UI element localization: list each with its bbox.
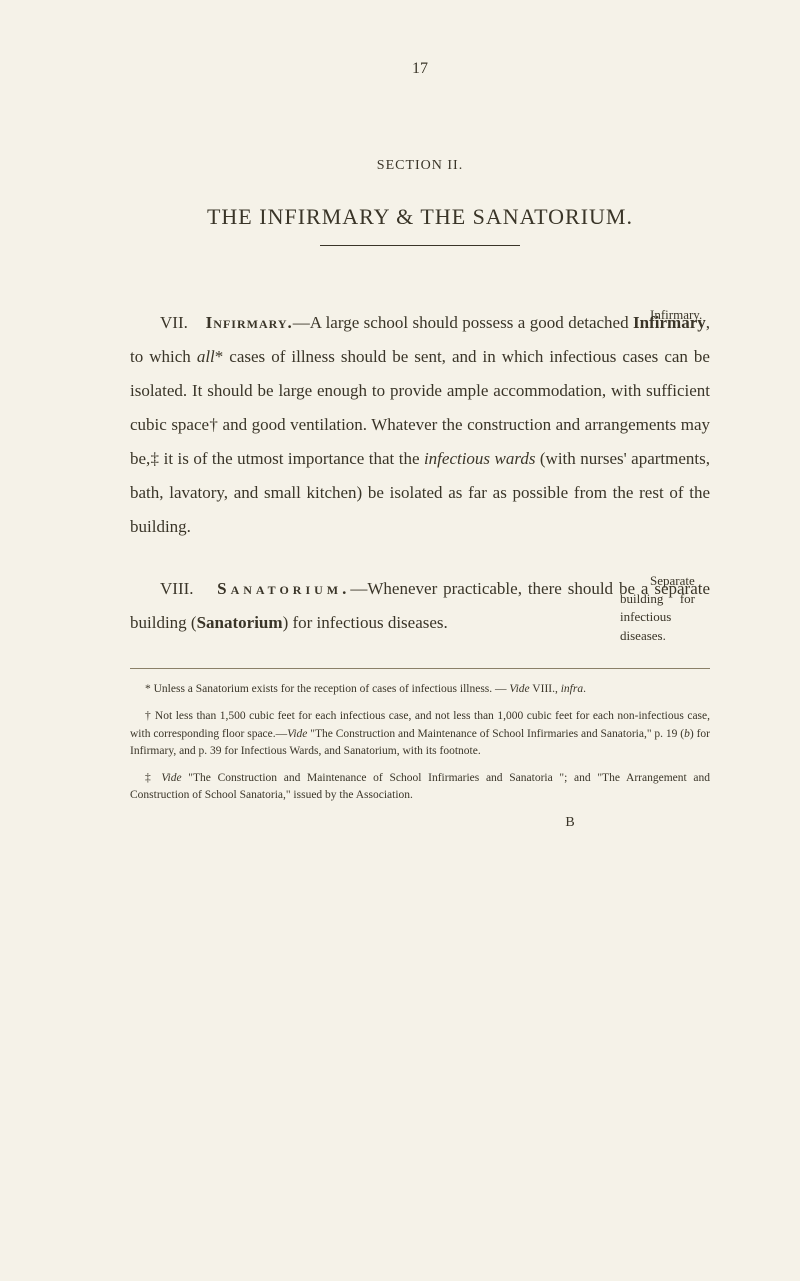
- f1-text3: VIII.,: [530, 683, 561, 695]
- f1-text5: .: [583, 683, 586, 695]
- footnote-3: ‡ Vide "The Construction and Maintenance…: [130, 770, 710, 805]
- f2-vide: Vide: [287, 728, 307, 740]
- roman-vii: VII.: [160, 313, 188, 332]
- p2-sanatorium-bold: Sanatorium: [197, 613, 283, 632]
- footnote-2: † Not less than 1,500 cubic feet for eac…: [130, 708, 710, 760]
- section-label: SECTION II.: [130, 158, 710, 174]
- f1-infra: infra: [561, 683, 583, 695]
- heading-sanatorium: Sanatorium.: [217, 579, 350, 598]
- f3-text3: "The Construction and Maintenance of Sch…: [130, 772, 710, 801]
- footnote-divider: [130, 668, 710, 669]
- p1-text1: —A large school should possess a good de…: [293, 313, 633, 332]
- paragraph-viii: Separate building for infectious disease…: [130, 572, 710, 640]
- page-number: 17: [130, 60, 710, 78]
- p2-text3: ) for infectious diseases.: [283, 613, 448, 632]
- title-underline: [320, 245, 520, 246]
- margin-note-separate: Separate building for infectious disease…: [620, 572, 695, 645]
- footnote-1: * Unless a Sanatorium exists for the rec…: [130, 681, 710, 698]
- roman-viii: VIII.: [160, 579, 194, 598]
- p1-all-italic: all: [197, 347, 215, 366]
- paragraph-vii: Infirmary. VII. Infirmary.—A large schoo…: [130, 306, 710, 544]
- f1-text1: Unless a Sanatorium exists for the recep…: [151, 683, 510, 695]
- p1-infectious-wards: infectious wards: [424, 449, 536, 468]
- signature-mark: B: [130, 815, 710, 831]
- f1-vide: Vide: [509, 683, 529, 695]
- f2-text3: "The Construction and Maintenance of Sch…: [307, 728, 684, 740]
- margin-note-infirmary: Infirmary.: [620, 306, 695, 324]
- heading-infirmary: Infirmary.: [206, 313, 293, 332]
- f3-marker: ‡: [145, 772, 155, 784]
- content-wrapper: Infirmary. VII. Infirmary.—A large schoo…: [130, 306, 710, 640]
- f3-vide: Vide: [161, 772, 181, 784]
- main-title: THE INFIRMARY & THE SANATORIUM.: [130, 204, 710, 230]
